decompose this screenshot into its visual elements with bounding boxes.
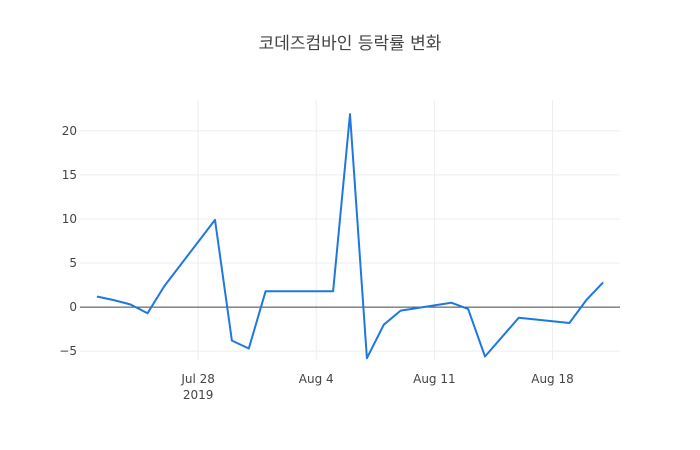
series-layer bbox=[96, 113, 604, 360]
y-axis-ticks: −5 0 5 10 15 20 bbox=[59, 124, 77, 358]
y-tick-label: 5 bbox=[69, 256, 77, 270]
x-tick-label: Jul 28 bbox=[180, 372, 215, 386]
x-tick-label: Aug 4 bbox=[299, 372, 334, 386]
y-tick-label: 0 bbox=[69, 300, 77, 314]
x-tick-label: Aug 11 bbox=[413, 372, 456, 386]
y-tick-label: −5 bbox=[59, 344, 77, 358]
x-tick-sublabel: 2019 bbox=[183, 388, 214, 402]
y-tick-label: 15 bbox=[62, 168, 77, 182]
y-tick-label: 10 bbox=[62, 212, 77, 226]
x-tick-label: Aug 18 bbox=[531, 372, 574, 386]
chart-title: 코데즈컴바인 등락률 변화 bbox=[259, 34, 442, 54]
series-line bbox=[96, 113, 604, 360]
gridlines bbox=[80, 100, 620, 360]
y-tick-label: 20 bbox=[62, 124, 77, 138]
x-axis-ticks: Jul 28 2019 Aug 4 Aug 11 Aug 18 bbox=[180, 372, 573, 402]
